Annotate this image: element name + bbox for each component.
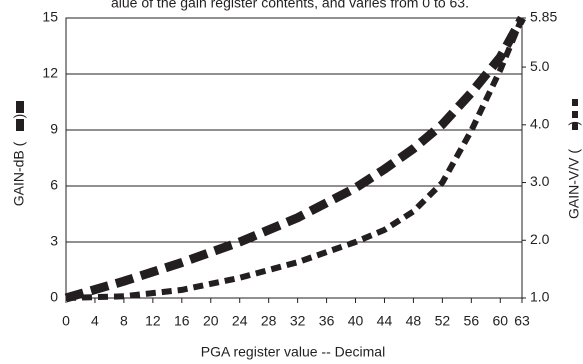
y2-tick-label: 5.0 — [530, 58, 550, 74]
y-tick-label: 6 — [50, 177, 58, 193]
x-tick-label: 24 — [232, 313, 248, 329]
x-tick-label: 48 — [406, 313, 422, 329]
y-tick-label: 9 — [50, 121, 58, 137]
plot-frame — [65, 17, 523, 299]
y2-axis-label: GAIN-V/V ( ) — [566, 121, 582, 219]
x-tick-label: 40 — [348, 313, 364, 329]
x-tick-label: 56 — [464, 313, 480, 329]
x-tick-label: 52 — [435, 313, 451, 329]
y2-tick-label: 2.0 — [530, 231, 550, 247]
y2-tick-label: 1.0 — [530, 289, 550, 305]
x-tick-label: 60 — [492, 313, 508, 329]
x-tick-label: 63 — [514, 313, 530, 329]
x-tick-label: 36 — [319, 313, 335, 329]
y2-tick-label: 5.85 — [530, 9, 557, 25]
x-tick-label: 8 — [120, 313, 128, 329]
y-tick-label: 0 — [50, 289, 58, 305]
x-tick-label: 16 — [174, 313, 190, 329]
x-tick-label: 28 — [261, 313, 277, 329]
x-axis-label: PGA register value -- Decimal — [201, 344, 385, 360]
data-line — [64, 15, 526, 303]
x-tick-label: 32 — [290, 313, 306, 329]
y-tick-label: 3 — [50, 233, 58, 249]
x-tick-label: 4 — [91, 313, 99, 329]
x-tick-label: 0 — [62, 313, 70, 329]
y2-tick-label: 3.0 — [530, 173, 550, 189]
y-tick-label: 12 — [42, 65, 58, 81]
x-tick-label: 12 — [145, 313, 161, 329]
y-tick-label: 15 — [42, 9, 58, 25]
y-axis-label: GAIN-dB ( ) — [11, 114, 27, 207]
data-line — [65, 16, 525, 301]
y2-tick-label: 4.0 — [530, 116, 550, 132]
x-tick-label: 20 — [203, 313, 219, 329]
x-tick-label: 44 — [377, 313, 393, 329]
chart-title: alue of the gain register contents, and … — [111, 0, 469, 11]
